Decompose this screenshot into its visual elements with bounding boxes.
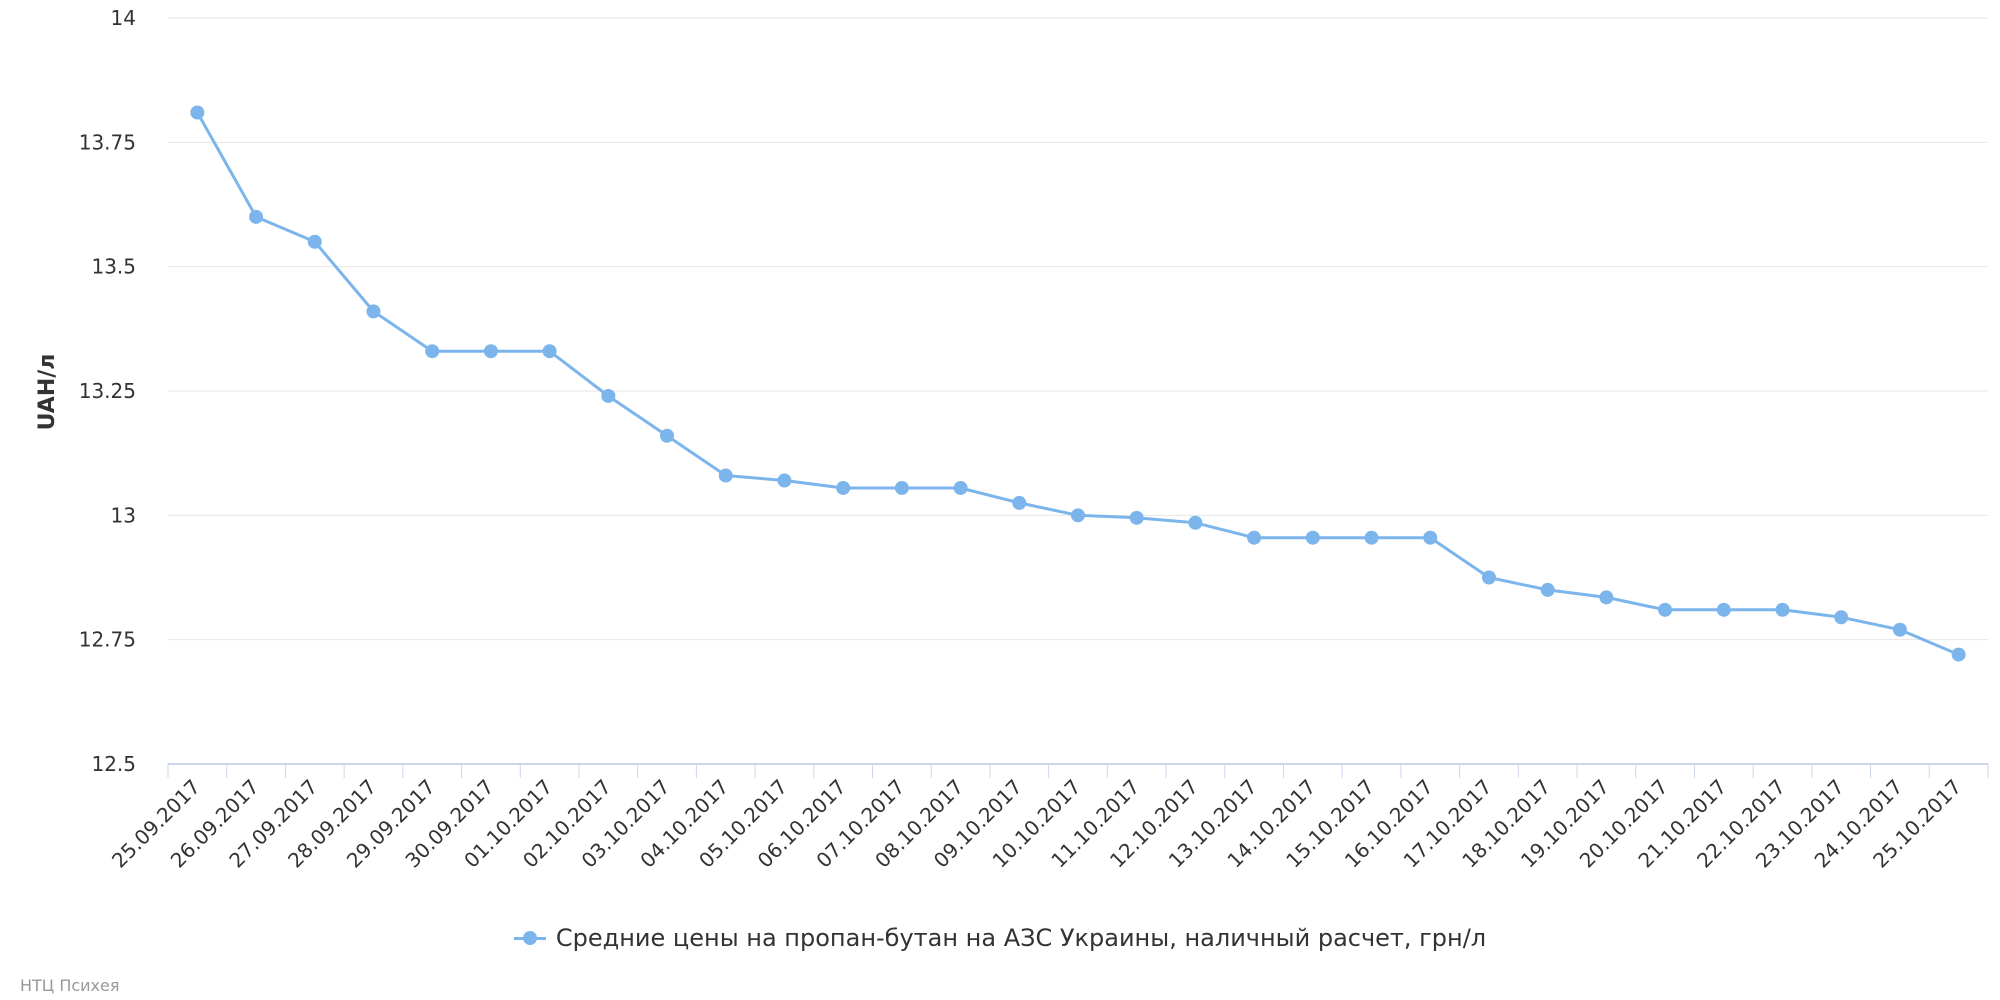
data-point [601,388,616,403]
data-point [660,428,675,443]
y-tick-label: 13.75 [79,130,136,154]
data-point [483,344,498,359]
y-axis-label: UAH/л [35,354,60,431]
data-point [718,468,733,483]
y-tick-label: 13.5 [91,255,136,279]
data-point [1716,602,1731,617]
data-point [1305,530,1320,545]
data-point [1129,510,1144,525]
data-point [894,480,909,495]
data-point [836,480,851,495]
data-point [425,344,440,359]
credits-text[interactable]: НТЦ Психея [20,976,120,995]
data-point [366,304,381,319]
series-line-group [190,105,1966,662]
data-point [1540,582,1555,597]
legend-marker-icon [513,929,546,947]
data-point [190,105,205,120]
data-point [1188,515,1203,530]
data-point [777,473,792,488]
data-point [1481,570,1496,585]
legend-item[interactable]: Средние цены на пропан-бутан на АЗС Укра… [513,924,1487,952]
data-point [953,480,968,495]
x-axis: 25.09.201726.09.201727.09.201728.09.2017… [107,763,1989,873]
data-point [1012,495,1027,510]
grid-lines [168,17,1988,641]
data-point [1423,530,1438,545]
legend-label: Средние цены на пропан-бутан на АЗС Укра… [555,924,1487,952]
y-tick-label: 13.25 [79,379,136,403]
y-tick-label: 14 [111,6,136,30]
data-point [542,344,557,359]
data-point [1834,610,1849,625]
legend[interactable]: Средние цены на пропан-бутан на АЗС Укра… [0,924,2000,953]
data-point [1658,602,1673,617]
y-axis-tick-labels: 12.5 12.75 13 13.25 13.5 13.75 14 [79,6,136,776]
y-tick-label: 12.5 [91,752,136,776]
data-point [1071,508,1085,523]
data-point [1951,647,1966,662]
data-point [1775,602,1790,617]
data-point [1892,622,1907,637]
y-tick-label: 12.75 [79,628,136,652]
data-point [307,234,322,249]
series-line [195,111,1961,657]
data-point [1247,530,1262,545]
data-point [1364,530,1379,545]
data-point [249,209,264,224]
data-point [1599,590,1614,605]
y-tick-label: 13 [111,503,136,527]
